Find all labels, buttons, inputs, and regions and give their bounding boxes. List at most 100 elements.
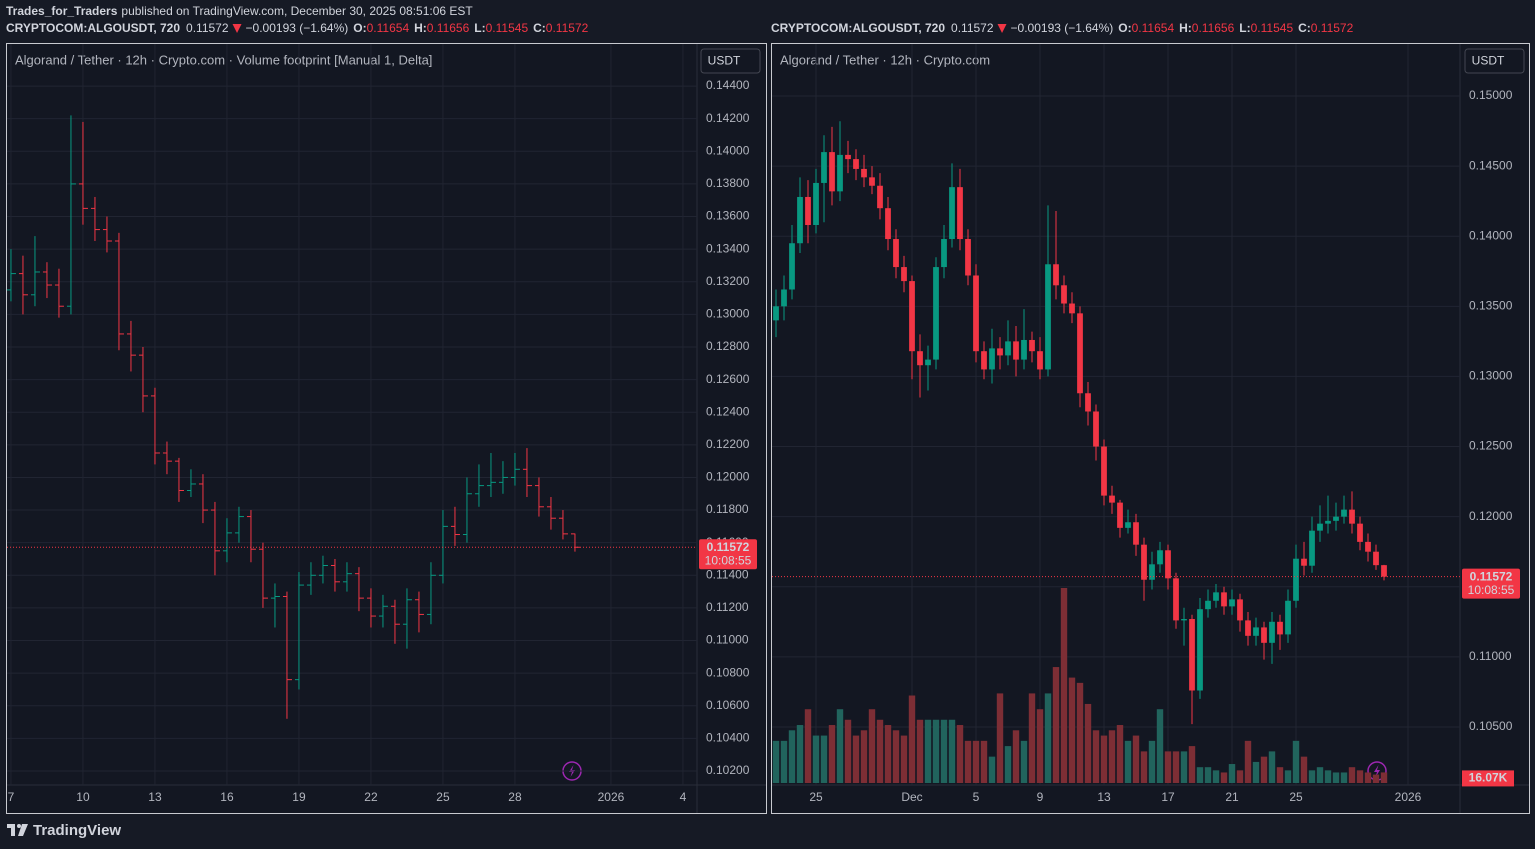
volume-bar: [1308, 770, 1316, 783]
candle-body: [1125, 522, 1131, 528]
candle-body: [1213, 592, 1219, 601]
ohlc-legend: −0.00193 (−1.64%) O:0.11654 H:0.11656 L:0.1…: [1011, 21, 1354, 35]
plot-area: [772, 121, 1388, 783]
ohlc-value: 0.11654: [1132, 21, 1175, 35]
ohlc-value: 0.11654: [367, 21, 410, 35]
y-tick-label: 0.13000: [706, 307, 750, 321]
volume-bar: [1364, 772, 1372, 783]
change-arrow: [232, 24, 242, 33]
candle-body: [1085, 393, 1091, 412]
candle-body: [1357, 523, 1363, 542]
candle-body: [1261, 627, 1267, 643]
candle-body: [773, 306, 779, 321]
currency-button[interactable]: [700, 48, 761, 74]
candle-body: [797, 196, 803, 244]
volume-tag: [1462, 770, 1514, 787]
volume-bar: [1020, 740, 1028, 783]
last-price: 0.11572: [186, 21, 229, 35]
ohlc-key: H:: [414, 21, 427, 35]
x-tick-label: 9: [1037, 790, 1044, 804]
candle-body: [1005, 341, 1011, 356]
y-tick-label: 0.11000: [1469, 649, 1512, 663]
y-tick-label: 0.12800: [706, 339, 750, 353]
volume-bar: [1092, 730, 1100, 783]
volume-bar: [820, 735, 828, 783]
volume-bar: [780, 740, 788, 783]
symbol-legend: CRYPTOCOM:ALGOUSDT, 720 0.11572: [771, 21, 994, 35]
brand-name: TradingView: [33, 822, 121, 839]
volume-bar: [1372, 774, 1380, 783]
brand-logo: [7, 824, 28, 836]
x-tick-label: 25: [436, 790, 450, 804]
x-tick-label: 13: [148, 790, 162, 804]
candle-body: [877, 185, 883, 209]
volume-bar: [852, 735, 860, 783]
volume-bar: [1004, 746, 1012, 783]
volume-bar: [1260, 756, 1268, 783]
volume-bar: [1188, 746, 1196, 783]
y-tick-label: 0.12000: [706, 470, 750, 484]
candle-body: [1341, 509, 1347, 517]
x-tick-label: 28: [508, 790, 522, 804]
candle-body: [973, 275, 979, 352]
volume-bar: [1156, 709, 1164, 783]
currency-label[interactable]: USDT: [708, 54, 741, 68]
countdown-label: 10:08:55: [1468, 583, 1515, 597]
candle-body: [941, 239, 947, 268]
volume-bar: [996, 693, 1004, 783]
candle-body: [1061, 285, 1067, 304]
candle-body: [1093, 411, 1099, 447]
candle-body: [933, 267, 939, 360]
volume-bar: [1252, 761, 1260, 783]
candle-body: [1165, 550, 1171, 579]
x-tick-label: 22: [364, 790, 378, 804]
candle-body: [981, 351, 987, 370]
ohlc-key: L:: [1239, 21, 1250, 35]
x-tick-label: 2026: [598, 790, 625, 804]
volume-bar: [932, 719, 940, 783]
candle-body: [805, 196, 811, 226]
candle-body: [1109, 495, 1115, 503]
last-price: 0.11572: [951, 21, 994, 35]
currency-label[interactable]: USDT: [1472, 54, 1505, 68]
ohlc-value: 0.11656: [1192, 21, 1235, 35]
y-tick-label: 0.15000: [1469, 88, 1513, 102]
volume-bar: [900, 735, 908, 783]
candle-body: [885, 208, 891, 240]
currency-button[interactable]: [1464, 48, 1525, 74]
volume-bar: [860, 730, 868, 783]
last-price-label: 0.11572: [707, 540, 750, 554]
candle-body: [845, 154, 851, 160]
candle-body: [1349, 509, 1355, 524]
author[interactable]: Trades_for_Traders: [6, 4, 118, 18]
y-tick-label: 0.12600: [706, 372, 750, 386]
right-pane: [771, 43, 1530, 814]
volume-bar: [788, 730, 796, 783]
candle-body: [1069, 303, 1075, 314]
ohlc-legend: −0.00193 (−1.64%) O:0.11654 H:0.11656 L:0.1…: [246, 21, 589, 35]
volume-bar: [1116, 725, 1124, 783]
candle-body: [893, 239, 899, 268]
x-tick-label: 17: [1161, 790, 1175, 804]
candle-body: [1189, 618, 1195, 691]
x-tick-label: 25: [809, 790, 823, 804]
countdown-label: 10:08:55: [705, 553, 752, 567]
candle-body: [1301, 558, 1307, 566]
volume-bar: [1140, 751, 1148, 783]
volume-bar: [1084, 703, 1092, 783]
candle-body: [1173, 578, 1179, 621]
y-tick-label: 0.13200: [706, 274, 750, 288]
candle-body: [909, 281, 915, 352]
candle-body: [1141, 544, 1147, 580]
volume-bar: [1172, 751, 1180, 783]
volume-bar: [1132, 735, 1140, 783]
candle-body: [1381, 565, 1387, 577]
y-tick-label: 0.12200: [706, 437, 750, 451]
volume-bar: [1068, 677, 1076, 783]
y-tick-label: 0.13000: [1469, 369, 1513, 383]
volume-bar: [1204, 767, 1212, 783]
candle-body: [1373, 551, 1379, 566]
candle-body: [1133, 522, 1139, 545]
candle-body: [1237, 599, 1243, 621]
y-tick-label: 0.10500: [1469, 719, 1513, 733]
